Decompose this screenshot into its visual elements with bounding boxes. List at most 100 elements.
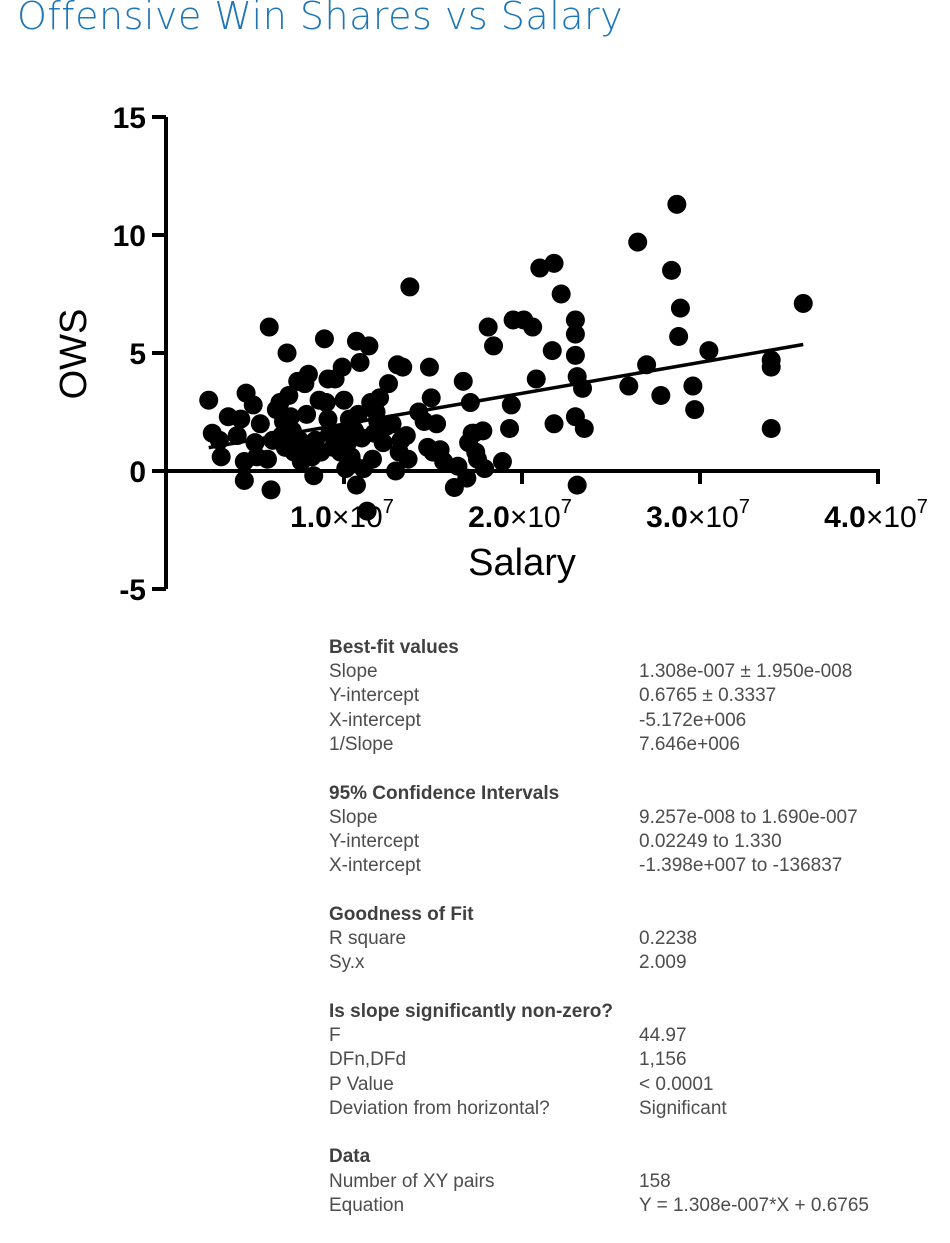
stats-row: Sy.x 2.009	[329, 951, 929, 975]
data-point	[651, 385, 671, 405]
data-point	[314, 329, 334, 349]
y-tick-label: 15	[113, 102, 146, 135]
data-point	[544, 414, 564, 434]
data-point	[457, 468, 477, 488]
data-point	[334, 390, 354, 410]
stats-label: Slope	[329, 806, 378, 828]
data-point	[373, 433, 393, 453]
data-point	[297, 404, 317, 424]
stats-row: Deviation from horizontal? Significant	[329, 1097, 929, 1121]
data-point	[227, 426, 247, 446]
stats-value: 2.009	[639, 952, 687, 974]
stats-row: Slope 1.308e-007 ± 1.950e-008	[329, 660, 929, 684]
stats-section: Best-fit values Slope 1.308e-007 ± 1.950e-…	[329, 636, 929, 757]
y-tick-label: 5	[129, 338, 146, 371]
data-point	[245, 433, 265, 453]
data-point	[421, 388, 441, 408]
stats-label: X-intercept	[329, 855, 421, 877]
stats-value: Significant	[639, 1097, 727, 1119]
stats-row: X-intercept -5.172e+006	[329, 709, 929, 733]
stats-value: 7.646e+006	[639, 733, 740, 755]
stats-row: Slope 9.257e-008 to 1.690e-007	[329, 806, 929, 830]
data-point	[400, 277, 420, 297]
y-tick-label: 10	[113, 220, 146, 253]
stats-label: Equation	[329, 1194, 405, 1216]
stats-row: P Value < 0.0001	[329, 1073, 929, 1097]
stats-label: 1/Slope	[329, 733, 394, 755]
data-point	[619, 376, 639, 396]
data-point	[348, 404, 368, 424]
data-point	[565, 310, 585, 330]
data-point	[419, 357, 439, 377]
data-point	[478, 317, 498, 337]
data-point	[453, 371, 473, 391]
data-point	[526, 369, 546, 389]
stats-heading: Is slope significantly non-zero?	[329, 1000, 613, 1022]
x-tick-label: 1.0×107	[290, 496, 394, 534]
data-point	[628, 232, 648, 252]
data-point	[396, 426, 416, 446]
stats-value: Y = 1.308e-007*X + 0.6765	[639, 1194, 869, 1216]
data-point	[359, 336, 379, 356]
stats-row: Y-intercept 0.02249 to 1.330	[329, 830, 929, 854]
data-point	[250, 414, 270, 434]
stats-heading: Data	[329, 1146, 371, 1168]
data-point	[473, 421, 493, 441]
data-point	[551, 284, 571, 304]
stats-label: Sy.x	[329, 952, 365, 974]
y-tick-label: 0	[129, 456, 146, 489]
data-point	[662, 260, 682, 280]
stats-value: 1,156	[639, 1049, 687, 1071]
stats-value: 9.257e-008 to 1.690e-007	[639, 806, 858, 828]
stats-value: 1.308e-007 ± 1.950e-008	[639, 661, 853, 683]
stats-row: 1/Slope 7.646e+006	[329, 733, 929, 757]
stats-label: R square	[329, 928, 407, 950]
data-point	[382, 414, 402, 434]
data-point	[231, 409, 251, 429]
data-point	[460, 393, 480, 413]
data-point	[573, 378, 593, 398]
stats-value: 44.97	[639, 1025, 687, 1047]
stats-section: Goodness of Fit R square 0.2238 Sy.x 2.009	[329, 903, 929, 976]
data-point	[332, 357, 352, 377]
data-point	[699, 341, 719, 361]
stats-row: F 44.97	[329, 1024, 929, 1048]
data-point	[683, 376, 703, 396]
data-point	[316, 393, 336, 413]
stats-row: X-intercept -1.398e+007 to -136837	[329, 854, 929, 878]
x-axis-title: Salary	[468, 542, 576, 584]
data-point	[565, 324, 585, 344]
scatter-chart: 15 10 5 0 -5 1.0×107 2.0×107 3.0×107 4.0×107 Sala…	[53, 102, 928, 607]
y-tick-label: -5	[119, 574, 146, 607]
stats-row: R square 0.2238	[329, 927, 929, 951]
data-point	[211, 447, 231, 467]
page-title: Offensive Win Shares vs Salary	[17, 0, 624, 38]
data-point	[484, 336, 504, 356]
stats-label: P Value	[329, 1073, 394, 1095]
stats-label: Number of XY pairs	[329, 1170, 495, 1192]
data-point	[492, 452, 512, 472]
data-point	[670, 298, 690, 318]
data-point	[544, 253, 564, 273]
data-point	[199, 390, 219, 410]
stats-section: Data Number of XY pairs 158 Equation Y = 1.3…	[329, 1145, 929, 1218]
stats-value: -1.398e+007 to -136837	[639, 855, 843, 877]
regression-results: Best-fit values Slope 1.308e-007 ± 1.950e-…	[329, 636, 929, 1243]
data-point	[259, 317, 279, 337]
stats-heading: Goodness of Fit	[329, 903, 474, 925]
data-point	[318, 409, 338, 429]
regression-line	[208, 342, 804, 450]
data-point	[370, 388, 390, 408]
stats-section: 95% Confidence Intervals Slope 9.257e-008 …	[329, 782, 929, 879]
stats-value: < 0.0001	[639, 1073, 714, 1095]
stats-label: Y-intercept	[329, 830, 420, 852]
data-point	[761, 419, 781, 439]
data-point	[427, 414, 447, 434]
data-point	[667, 194, 687, 214]
data-point	[209, 430, 229, 450]
x-tick-label: 3.0×107	[646, 496, 750, 534]
data-point	[393, 357, 413, 377]
stats-value: 0.02249 to 1.330	[639, 830, 782, 852]
data-point	[761, 357, 781, 377]
data-point	[501, 395, 521, 415]
